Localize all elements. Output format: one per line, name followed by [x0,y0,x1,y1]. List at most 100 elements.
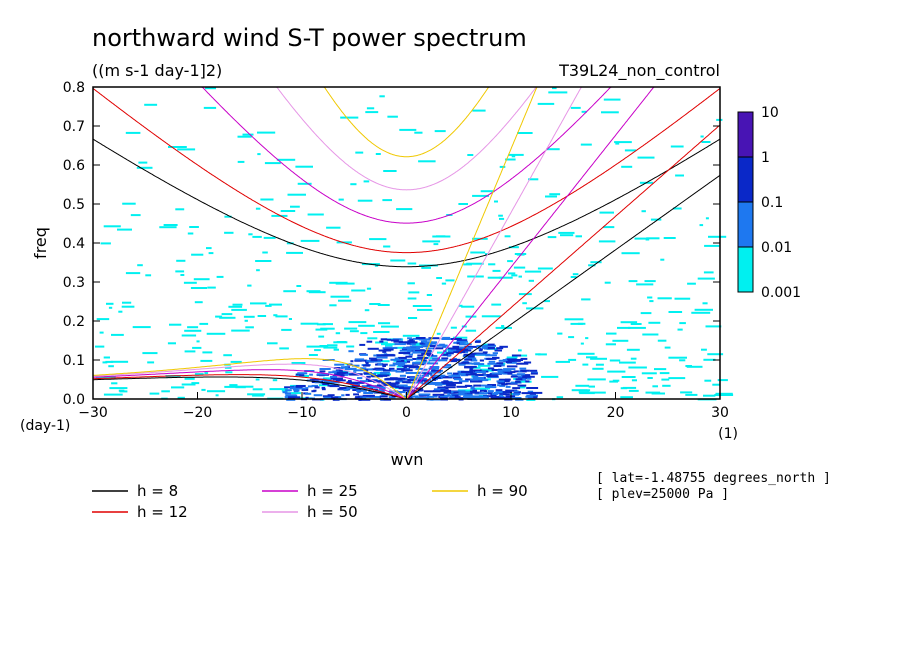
spectrum-cell [382,347,394,350]
spectrum-cell [685,393,698,396]
spectrum-cell [628,280,638,283]
spectrum-cell [526,387,539,389]
spectrum-cell [105,360,113,363]
spectrum-cell [599,211,614,214]
spectrum-cell [316,323,326,326]
spectrum-cell [369,386,379,389]
spectrum-cell [377,384,385,387]
spectrum-cell [308,291,326,294]
spectrum-cell [511,155,516,158]
spectrum-cell [570,276,577,278]
spectrum-cell [518,275,522,278]
spectrum-cell [492,269,501,272]
colorbar-swatch [737,111,754,158]
spectrum-cell [458,373,471,375]
spectrum-cell [384,354,395,357]
legend: h = 8 h = 12 h = 25 h = 50 h = 90 [92,482,528,521]
spectrum-cell [537,267,553,270]
spectrum-cell [273,314,278,317]
spectrum-cell [378,386,384,389]
spectrum-cell [321,386,326,389]
spectrum-cell [176,259,186,262]
colorbar-swatch [737,201,754,248]
spectrum-cell [497,397,511,400]
spectrum-cell [181,334,197,337]
spectrum-cell [476,353,486,356]
spectrum-cell [465,315,477,318]
spectrum-cell [528,178,539,181]
spectrum-cell [313,394,323,397]
spectrum-cell [353,393,359,396]
spectrum-cell [514,390,519,393]
spectrum-cell [493,365,502,367]
spectrum-cell [437,386,446,389]
x-tick-label: −10 [287,405,317,421]
spectrum-cell [442,366,453,369]
spectrum-cell [650,218,662,221]
spectrum-cell [378,322,391,325]
spectrum-cell [431,382,444,384]
y-axis-label: freq [31,227,50,259]
spectrum-cell [494,200,498,203]
spectrum-cell [497,369,511,372]
spectrum-cell [505,361,512,363]
spectrum-cell [418,338,430,341]
spectrum-cell [456,342,460,345]
spectrum-cell [206,332,226,335]
spectrum-cell [167,342,176,345]
spectrum-cell [368,390,372,393]
spectrum-cell [399,374,406,377]
spectrum-cell [103,356,110,359]
spectrum-cell [327,344,338,347]
spectrum-cell [330,375,337,378]
spectrum-cell [395,384,408,387]
spectrum-cell [309,373,313,376]
spectrum-cell [169,323,182,326]
spectrum-cell [717,379,728,382]
spectrum-cell [558,231,575,234]
spectrum-cell [699,224,704,227]
spectrum-cell [544,300,550,303]
spectrum-cell [118,310,123,313]
spectrum-cell [205,87,216,90]
spectrum-cell [409,395,419,398]
spectrum-cell [619,361,636,364]
spectrum-cell [406,350,412,353]
spectrum-cell [503,368,516,371]
spectrum-cell [557,332,563,335]
spectrum-cell [481,315,501,318]
spectrum-cell [297,182,312,185]
spectrum-cell [502,391,513,394]
spectrum-cell [396,208,413,211]
spectrum-cell [262,251,268,254]
spectrum-cell [435,383,443,386]
spectrum-cell [358,324,375,327]
spectrum-cell [621,165,633,168]
spectrum-cell [349,330,359,333]
spectrum-cell [353,371,357,374]
spectrum-cell [409,343,416,346]
spectrum-cell [121,305,135,308]
spectrum-cell [343,388,349,391]
spectrum-cell [444,364,452,366]
spectrum-cell [355,396,360,399]
spectrum-cell [505,382,518,385]
spectrum-cell [592,367,604,370]
spectrum-cell [359,343,366,346]
spectrum-cell [149,392,160,395]
spectrum-cell [644,280,656,283]
spectrum-cell [364,309,370,312]
spectrum-cell [486,375,499,378]
spectrum-cell [402,386,415,388]
spectrum-cell [452,394,459,397]
spectrum-cell [519,386,526,389]
spectrum-cell [359,380,368,383]
spectrum-cell [470,251,486,254]
spectrum-cell [511,274,518,277]
spectrum-cell [407,348,421,350]
spectrum-cell [356,389,362,392]
spectrum-cell [475,371,486,374]
spectrum-cell [389,391,398,394]
spectrum-cell [452,336,468,339]
